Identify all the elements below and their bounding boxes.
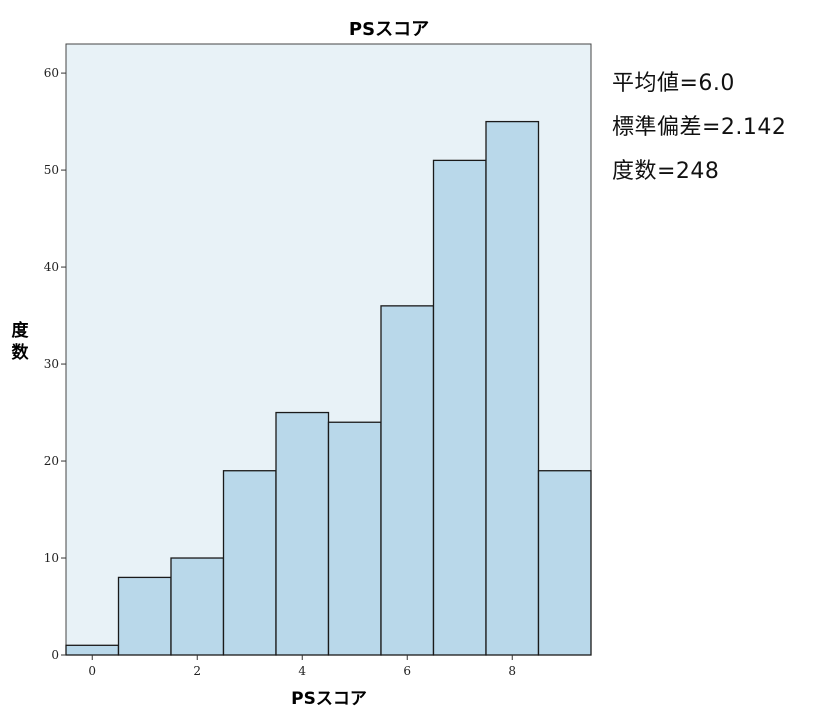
chart-title: PSスコア — [349, 19, 429, 40]
x-tick-label-6: 6 — [403, 664, 411, 678]
y-axis-label-char-1: 度 — [12, 320, 30, 341]
x-tick-label-2: 2 — [193, 664, 201, 678]
x-tick-label-4: 4 — [298, 664, 306, 678]
histogram-bar-2 — [170, 557, 225, 656]
y-tick-label-40: 40 — [44, 260, 59, 274]
histogram-bar-7 — [432, 159, 487, 656]
y-tick-label-30: 30 — [44, 357, 59, 371]
y-tick-label-10: 10 — [44, 551, 59, 565]
stats-panel: 平均値=6.0 標準偏差=2.142 度数=248 — [612, 62, 786, 194]
histogram-bar-8 — [485, 120, 540, 656]
y-tick-label-0: 0 — [51, 648, 59, 662]
y-tick-label-60: 60 — [44, 66, 59, 80]
histogram-bar-1 — [117, 576, 172, 656]
histogram-bar-6 — [380, 305, 435, 656]
histogram-bar-9 — [537, 470, 592, 656]
histogram-bar-5 — [327, 421, 382, 656]
y-tick-label-50: 50 — [44, 163, 59, 177]
histogram-bar-4 — [275, 411, 330, 656]
stat-std-dev: 標準偏差=2.142 — [612, 115, 787, 140]
y-tick-label-20: 20 — [44, 454, 59, 468]
stat-mean: 平均値=6.0 — [612, 71, 735, 96]
y-axis-label-char-2: 数 — [12, 342, 30, 363]
y-axis: 0 10 20 30 40 50 60 — [44, 66, 66, 662]
x-axis-label: PSスコア — [291, 689, 367, 709]
histogram-bar-0 — [65, 644, 120, 656]
bars-group — [65, 120, 592, 656]
x-axis: 0 2 4 6 8 — [88, 655, 516, 678]
stat-count: 度数=248 — [612, 159, 720, 184]
histogram-bar-3 — [222, 470, 277, 656]
x-tick-label-0: 0 — [88, 664, 96, 678]
x-tick-label-8: 8 — [508, 664, 516, 678]
